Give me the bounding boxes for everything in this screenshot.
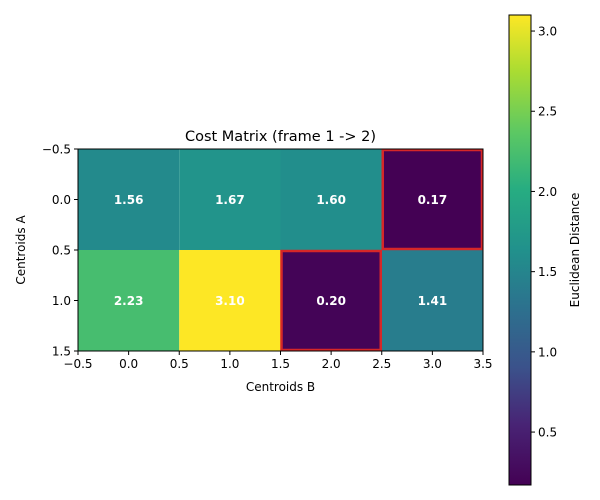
x-tick-label: 0.5 [170, 357, 189, 371]
y-tick-label: −0.5 [42, 143, 71, 157]
y-axis-label: Centroids A [14, 215, 28, 285]
heatmap-cell [179, 149, 281, 250]
heatmap-cell [78, 149, 180, 250]
y-axis-ticks: −0.5 0.0 0.5 1.0 1.5 [42, 143, 78, 359]
heatmap-cells [78, 149, 483, 351]
cell-value-label: 3.10 [215, 294, 245, 308]
x-tick-label: 2.5 [372, 357, 391, 371]
colorbar-tick-label: 2.5 [538, 105, 557, 119]
colorbar-label: Euclidean Distance [568, 193, 582, 308]
heatmap-cell-labels: 1.56 1.67 1.60 0.17 2.23 3.10 0.20 1.41 [114, 193, 447, 308]
x-tick-label: 1.0 [220, 357, 239, 371]
colorbar-ticks: 0.5 1.0 1.5 2.0 2.5 3.0 [531, 25, 557, 440]
cell-value-label: 0.17 [418, 193, 448, 207]
colorbar-gradient [509, 15, 531, 485]
colorbar-tick-label: 1.0 [538, 345, 557, 359]
highlight-box [381, 148, 484, 251]
colorbar-tick-label: 0.5 [538, 426, 557, 440]
y-tick-label: 1.5 [52, 345, 71, 359]
cell-value-label: 1.60 [316, 193, 346, 207]
heatmap-cell [280, 149, 382, 250]
heatmap-cell [78, 250, 180, 351]
assignment-highlights [280, 148, 484, 352]
chart-title: Cost Matrix (frame 1 -> 2) [185, 129, 376, 145]
colorbar: 0.5 1.0 1.5 2.0 2.5 3.0 Euclidean Distance [508, 14, 582, 486]
cell-value-label: 1.67 [215, 193, 245, 207]
heatmap-cell [381, 250, 483, 351]
x-axis-label: Centroids B [246, 380, 315, 394]
x-tick-label: −0.5 [63, 357, 92, 371]
x-tick-label: 3.0 [423, 357, 442, 371]
colorbar-tick-label: 1.5 [538, 265, 557, 279]
colorbar-tick-label: 3.0 [538, 25, 557, 39]
x-axis-ticks: −0.5 0.0 0.5 1.0 1.5 2.0 2.5 3.0 3.5 [63, 351, 493, 371]
heatmap-cell [179, 250, 281, 351]
x-tick-label: 2.0 [322, 357, 341, 371]
cell-value-label: 1.56 [114, 193, 144, 207]
colorbar-frame [508, 14, 532, 486]
cell-value-label: 1.41 [418, 294, 448, 308]
colorbar-tick-label: 2.0 [538, 185, 557, 199]
cell-value-label: 0.20 [316, 294, 346, 308]
y-tick-label: 0.5 [52, 244, 71, 258]
x-tick-label: 3.5 [473, 357, 492, 371]
x-tick-label: 1.5 [271, 357, 290, 371]
x-tick-label: 0.0 [119, 357, 138, 371]
cell-value-label: 2.23 [114, 294, 144, 308]
y-tick-label: 1.0 [52, 294, 71, 308]
highlight-box [280, 249, 382, 352]
heatmap-cell [280, 250, 382, 351]
y-tick-label: 0.0 [52, 193, 71, 207]
heatmap-cell [381, 149, 483, 250]
